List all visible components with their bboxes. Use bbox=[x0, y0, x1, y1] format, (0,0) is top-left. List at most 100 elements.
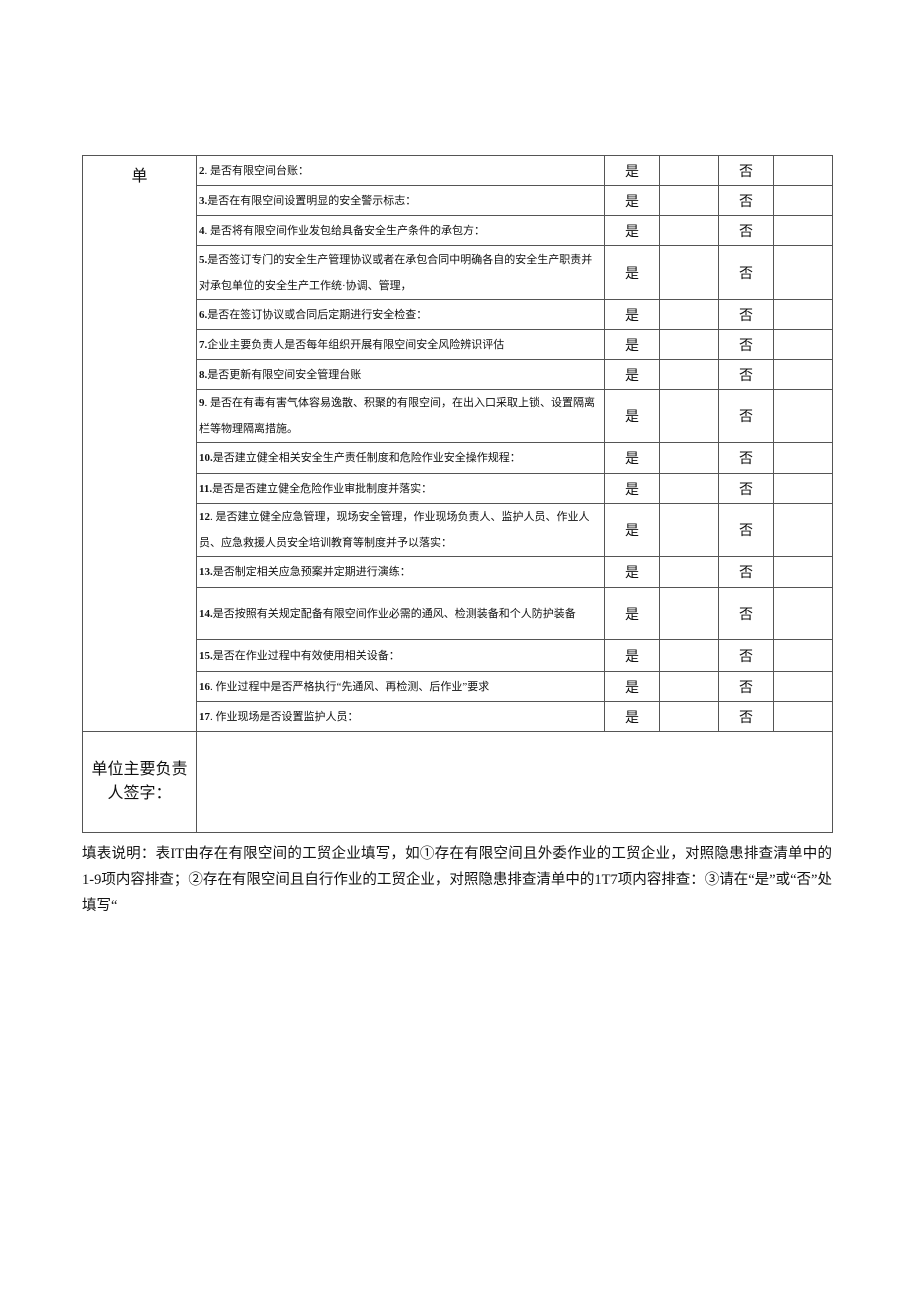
checklist-item: 12. 是否建立健全应急管理，现场安全管理，作业现场负责人、监护人员、作业人员、… bbox=[196, 503, 605, 557]
yes-answer-cell[interactable] bbox=[659, 701, 719, 732]
item-number: 9 bbox=[199, 397, 205, 409]
no-label: 否 bbox=[718, 215, 774, 246]
yes-answer-cell[interactable] bbox=[659, 587, 719, 640]
no-answer-cell[interactable] bbox=[773, 671, 833, 702]
checklist-row: 6.是否在签订协议或合同后定期进行安全检查：是否 bbox=[83, 299, 833, 330]
item-text: 是否在作业过程中有效使用相关设备： bbox=[212, 649, 400, 662]
no-label: 否 bbox=[718, 245, 774, 300]
yes-label: 是 bbox=[604, 329, 660, 360]
no-label: 否 bbox=[718, 185, 774, 216]
item-number: 11. bbox=[199, 482, 213, 495]
item-number: 2 bbox=[199, 164, 205, 177]
item-number: 10. bbox=[199, 452, 213, 464]
checklist-row: 12. 是否建立健全应急管理，现场安全管理，作业现场负责人、监护人员、作业人员、… bbox=[83, 503, 833, 557]
yes-answer-cell[interactable] bbox=[659, 359, 719, 390]
no-answer-cell[interactable] bbox=[773, 442, 833, 474]
no-answer-cell[interactable] bbox=[773, 329, 833, 360]
checklist-item: 11.是否是否建立健全危险作业审批制度并落实： bbox=[196, 473, 605, 504]
no-label: 否 bbox=[718, 155, 774, 186]
yes-answer-cell[interactable] bbox=[659, 442, 719, 474]
item-text: 是否制定相关应急预案并定期进行演练： bbox=[212, 566, 411, 578]
signature-field[interactable] bbox=[196, 731, 833, 833]
no-answer-cell[interactable] bbox=[773, 299, 833, 330]
yes-answer-cell[interactable] bbox=[659, 185, 719, 216]
no-label: 否 bbox=[718, 442, 774, 474]
form-instructions: 填表说明：表IT由存在有限空间的工贸企业填写，如①存在有限空间且外委作业的工贸企… bbox=[82, 846, 832, 914]
item-number: 15. bbox=[199, 649, 213, 662]
item-number: 13. bbox=[199, 566, 213, 578]
hazard-checklist-table: 单 2. 是否有限空间台账：是否 3.是否在有限空间设置明显的安全警示标志：是否 4.… bbox=[82, 155, 833, 833]
item-number: 3. bbox=[199, 194, 208, 207]
no-answer-cell[interactable] bbox=[773, 587, 833, 640]
checklist-item: 6.是否在签订协议或合同后定期进行安全检查： bbox=[196, 299, 605, 330]
no-answer-cell[interactable] bbox=[773, 215, 833, 246]
yes-label: 是 bbox=[604, 556, 660, 588]
checklist-row: 4. 是否将有限空间作业发包给具备安全生产条件的承包方： 是 否 bbox=[83, 215, 833, 246]
yes-label: 是 bbox=[604, 503, 660, 557]
checklist-item: 14.是否按照有关规定配备有限空间作业必需的通风、检测装备和个人防护装备 bbox=[196, 587, 605, 640]
yes-answer-cell[interactable] bbox=[659, 215, 719, 246]
yes-answer-cell[interactable] bbox=[659, 473, 719, 504]
checklist-item: 7.企业主要负责人是否每年组织开展有限空间安全风险辨识评估 bbox=[196, 329, 605, 360]
no-label: 否 bbox=[718, 639, 774, 672]
checklist-item: 5.是否签订专门的安全生产管理协议或者在承包合同中明确各自的安全生产职责并对承包… bbox=[196, 245, 605, 300]
item-number: 12 bbox=[199, 511, 210, 523]
no-answer-cell[interactable] bbox=[773, 389, 833, 443]
item-text: 是否按照有关规定配备有限空间作业必需的通风、检测装备和个人防护装备 bbox=[212, 607, 576, 620]
checklist-row: 3.是否在有限空间设置明显的安全警示标志：是否 bbox=[83, 185, 833, 216]
yes-answer-cell[interactable] bbox=[659, 389, 719, 443]
checklist-item: 2. 是否有限空间台账： bbox=[196, 155, 605, 186]
no-answer-cell[interactable] bbox=[773, 639, 833, 672]
signature-row: 单位主要负责人签字： bbox=[82, 731, 833, 833]
yes-answer-cell[interactable] bbox=[659, 329, 719, 360]
no-answer-cell[interactable] bbox=[773, 503, 833, 557]
item-number: 7. bbox=[199, 338, 208, 351]
no-answer-cell[interactable] bbox=[773, 155, 833, 186]
yes-answer-cell[interactable] bbox=[659, 299, 719, 330]
no-answer-cell[interactable] bbox=[773, 185, 833, 216]
yes-label: 是 bbox=[604, 245, 660, 300]
checklist-item: 9. 是否在有毒有害气体容易逸散、积聚的有限空间，在出入口采取上锁、设置隔离栏等… bbox=[196, 389, 605, 443]
yes-label: 是 bbox=[604, 389, 660, 443]
item-text: 是否在签订协议或合同后定期进行安全检查： bbox=[207, 308, 428, 321]
item-text: . 是否将有限空间作业发包给具备安全生产条件的承包方： bbox=[204, 224, 486, 237]
yes-label: 是 bbox=[604, 671, 660, 702]
yes-answer-cell[interactable] bbox=[659, 639, 719, 672]
no-answer-cell[interactable] bbox=[773, 556, 833, 588]
checklist-row: 9. 是否在有毒有害气体容易逸散、积聚的有限空间，在出入口采取上锁、设置隔离栏等… bbox=[83, 389, 833, 443]
item-number: 6. bbox=[199, 308, 208, 321]
no-label: 否 bbox=[718, 473, 774, 504]
no-label: 否 bbox=[718, 701, 774, 732]
yes-label: 是 bbox=[604, 473, 660, 504]
yes-label: 是 bbox=[604, 155, 660, 186]
no-label: 否 bbox=[718, 329, 774, 360]
item-text: 企业主要负责人是否每年组织开展有限空间安全风险辨识评估 bbox=[207, 338, 505, 351]
yes-label: 是 bbox=[604, 442, 660, 474]
yes-answer-cell[interactable] bbox=[659, 245, 719, 300]
yes-label: 是 bbox=[604, 359, 660, 390]
yes-answer-cell[interactable] bbox=[659, 671, 719, 702]
checklist-item: 17. 作业现场是否设置监护人员： bbox=[196, 701, 605, 732]
no-answer-cell[interactable] bbox=[773, 245, 833, 300]
item-text: 是否建立健全相关安全生产责任制度和危险作业安全操作规程： bbox=[212, 452, 521, 464]
yes-label: 是 bbox=[604, 185, 660, 216]
yes-answer-cell[interactable] bbox=[659, 155, 719, 186]
yes-answer-cell[interactable] bbox=[659, 503, 719, 557]
item-number: 16 bbox=[199, 680, 210, 693]
no-answer-cell[interactable] bbox=[773, 701, 833, 732]
yes-label: 是 bbox=[604, 215, 660, 246]
item-text: . 作业过程中是否严格执行“先通风、再检测、后作业”要求 bbox=[210, 680, 490, 693]
item-text: . 是否有限空间台账： bbox=[204, 164, 310, 177]
item-text: 是否是否建立健全危险作业审批制度并落实： bbox=[212, 482, 433, 495]
no-label: 否 bbox=[718, 556, 774, 588]
checklist-row: 10.是否建立健全相关安全生产责任制度和危险作业安全操作规程： 是 否 bbox=[83, 442, 833, 474]
no-label: 否 bbox=[718, 359, 774, 390]
item-number: 4 bbox=[199, 224, 205, 237]
yes-label: 是 bbox=[604, 701, 660, 732]
no-answer-cell[interactable] bbox=[773, 473, 833, 504]
no-label: 否 bbox=[718, 389, 774, 443]
no-answer-cell[interactable] bbox=[773, 359, 833, 390]
yes-answer-cell[interactable] bbox=[659, 556, 719, 588]
item-number: 8. bbox=[199, 368, 208, 381]
item-number: 17 bbox=[199, 710, 210, 723]
